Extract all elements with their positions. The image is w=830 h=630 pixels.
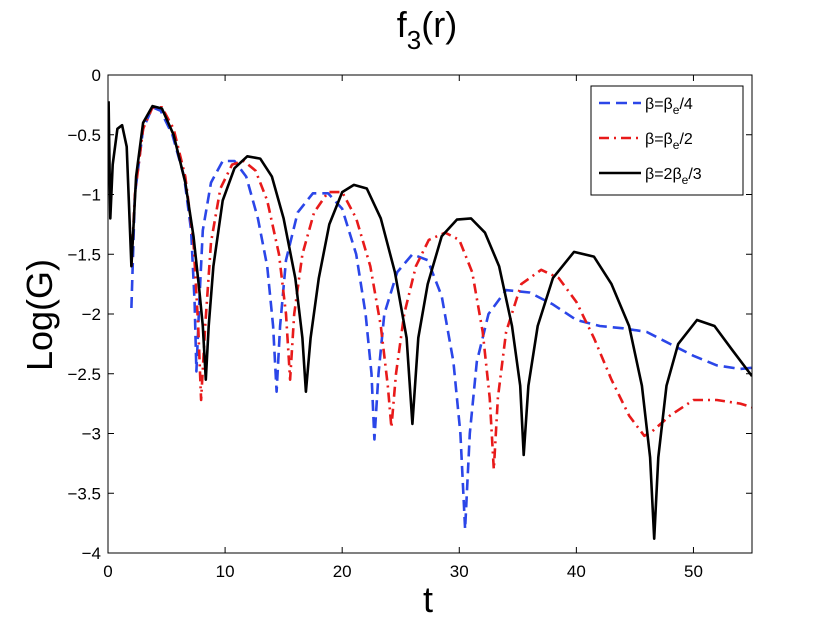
legend-label-sub: e xyxy=(673,138,680,152)
series-layer xyxy=(108,101,752,540)
chart-title-main: f xyxy=(397,4,408,45)
chart-title-subscript: 3 xyxy=(407,25,421,55)
legend-label-pre: β=β xyxy=(645,96,673,113)
y-tick-label: −0.5 xyxy=(67,126,101,145)
legend-label-2: β=βe/2 xyxy=(645,131,693,152)
legend-label-post: /4 xyxy=(679,96,692,113)
legend-label-sub: e xyxy=(673,103,680,117)
y-axis-label: Log(G) xyxy=(19,259,60,371)
x-tick-label: 40 xyxy=(567,562,586,581)
x-tick-label: 10 xyxy=(216,562,235,581)
chart-title: f3(r) xyxy=(397,4,457,55)
series-line-1 xyxy=(130,106,752,531)
y-tick-label: −3 xyxy=(82,425,101,444)
y-tick-label: −3.5 xyxy=(67,484,101,503)
legend-label-1: β=βe/4 xyxy=(645,96,693,117)
ticks-layer: 0 10 20 30 40 50 0 −0.5 −1 −1.5 −2 −2.5 −3 −3.5 −4 xyxy=(67,66,752,581)
legend-label-3: β=2βe/3 xyxy=(645,166,702,187)
legend: β=βe/4β=βe/2β=2βe/3 xyxy=(590,85,744,196)
legend-label-post: /3 xyxy=(688,166,701,183)
y-tick-label: −1.5 xyxy=(67,245,101,264)
legend-label-pre: β=β xyxy=(645,131,673,148)
series-line-2 xyxy=(130,106,752,471)
y-tick-label: −2 xyxy=(82,305,101,324)
y-tick-label: −4 xyxy=(82,544,101,563)
x-tick-label: 30 xyxy=(450,562,469,581)
y-tick-label: −2.5 xyxy=(67,365,101,384)
y-tick-label: −1 xyxy=(82,186,101,205)
x-axis-label: t xyxy=(423,579,433,620)
y-tick-label: 0 xyxy=(92,66,101,85)
legend-label-post: /2 xyxy=(679,131,692,148)
chart-title-rest: (r) xyxy=(421,4,457,45)
legend-label-pre: β=2β xyxy=(645,166,682,183)
x-tick-label: 20 xyxy=(333,562,352,581)
series-line-3 xyxy=(108,101,752,540)
x-tick-label: 0 xyxy=(103,562,112,581)
legend-label-sub: e xyxy=(682,173,689,187)
x-tick-label: 50 xyxy=(684,562,703,581)
legend-items: β=βe/4β=βe/2β=2βe/3 xyxy=(599,96,702,187)
